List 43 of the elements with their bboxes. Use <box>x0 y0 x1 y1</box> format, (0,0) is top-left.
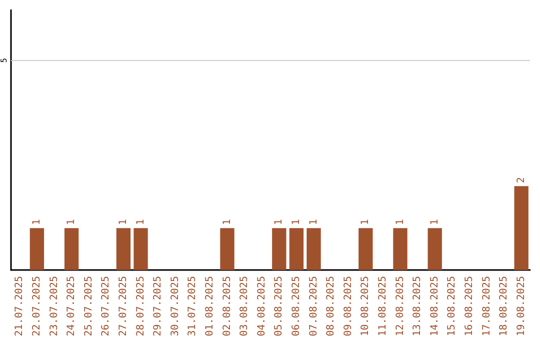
x-tick-label: 19.08.2025 <box>516 276 527 336</box>
x-tick-label: 08.08.2025 <box>326 276 337 336</box>
data-label: 1 <box>290 219 302 226</box>
x-tick-label: 02.08.2025 <box>222 276 233 336</box>
data-label: 1 <box>31 219 42 226</box>
x-tick-label: 13.08.2025 <box>412 276 424 336</box>
x-tick-label: 06.08.2025 <box>290 276 302 336</box>
y-tick-label: 5 <box>0 58 8 63</box>
x-tick-label: 05.08.2025 <box>274 276 285 336</box>
x-tick-label: 04.08.2025 <box>256 276 268 336</box>
x-tick-label: 16.08.2025 <box>464 276 475 336</box>
x-tick-label: 07.08.2025 <box>308 276 320 336</box>
x-tick-label: 14.08.2025 <box>429 276 440 336</box>
x-tick-label: 18.08.2025 <box>498 276 510 336</box>
x-tick-label: 10.08.2025 <box>360 276 372 336</box>
x-tick-label: 12.08.2025 <box>394 276 406 336</box>
x-tick-label: 26.07.2025 <box>100 276 112 336</box>
x-tick-label: 29.07.2025 <box>152 276 164 336</box>
data-label: 1 <box>429 219 440 226</box>
data-label: 1 <box>308 219 320 226</box>
x-tick-label: 30.07.2025 <box>170 276 181 336</box>
x-tick-label: 23.07.2025 <box>48 276 60 336</box>
x-tick-label: 21.07.2025 <box>14 276 26 336</box>
x-tick-label: 03.08.2025 <box>239 276 250 336</box>
data-label: 1 <box>274 219 285 226</box>
x-tick-label: 22.07.2025 <box>31 276 42 336</box>
x-tick-label: 09.08.2025 <box>342 276 354 336</box>
data-label: 2 <box>516 177 527 184</box>
data-label: 1 <box>118 219 129 226</box>
x-tick-label: 31.07.2025 <box>187 276 198 336</box>
data-label: 1 <box>135 219 146 226</box>
x-tick-label: 17.08.2025 <box>481 276 492 336</box>
x-tick-label: 27.07.2025 <box>118 276 129 336</box>
x-tick-label: 28.07.2025 <box>135 276 146 336</box>
data-label: 1 <box>394 219 406 226</box>
data-label: 1 <box>222 219 233 226</box>
x-tick-label: 15.08.2025 <box>446 276 458 336</box>
x-tick-label: 11.08.2025 <box>377 276 388 336</box>
x-tick-label: 01.08.2025 <box>204 276 216 336</box>
x-tick-label: 24.07.2025 <box>66 276 78 336</box>
x-tick-label: 25.07.2025 <box>83 276 94 336</box>
data-label: 1 <box>66 219 78 226</box>
data-label: 1 <box>360 219 372 226</box>
